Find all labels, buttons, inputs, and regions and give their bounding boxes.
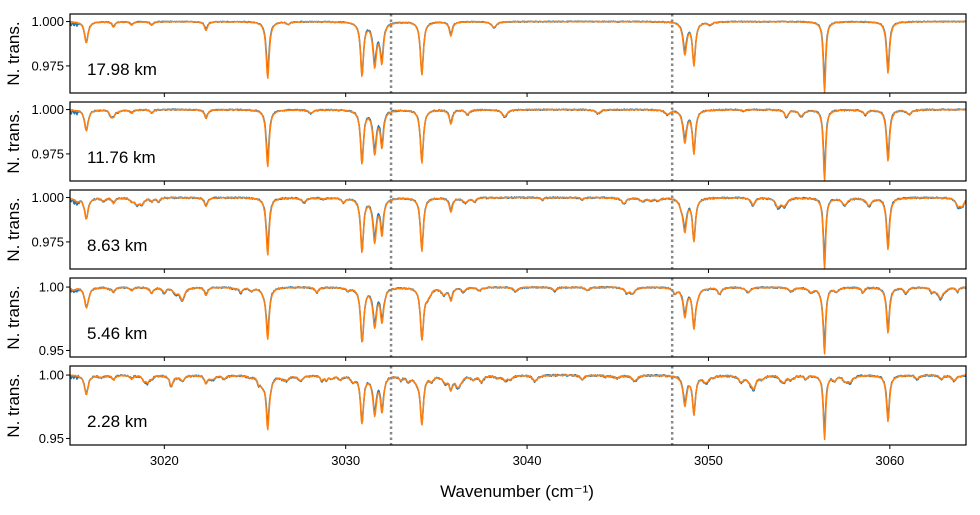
series-2-line bbox=[70, 108, 966, 181]
series-2-line bbox=[70, 286, 966, 355]
series-2-line bbox=[70, 374, 966, 441]
altitude-label: 5.46 km bbox=[87, 324, 147, 343]
series-1-line bbox=[70, 108, 966, 173]
y-axis-label: N. trans. bbox=[4, 285, 23, 349]
x-tick-label: 3020 bbox=[150, 453, 179, 468]
x-axis-label: Wavenumber (cm⁻¹) bbox=[440, 482, 594, 501]
y-tick-label: 1.000 bbox=[31, 102, 64, 117]
altitude-label: 11.76 km bbox=[87, 148, 156, 167]
x-tick-label: 3050 bbox=[694, 453, 723, 468]
series-1-line bbox=[70, 285, 966, 348]
spectra-lines bbox=[70, 190, 966, 269]
x-tick-label: 3060 bbox=[875, 453, 904, 468]
panel-4: 1.00 0.95 N. trans. 5.46 km bbox=[4, 277, 967, 361]
y-tick-label: 0.975 bbox=[31, 234, 64, 249]
panel-5: 1.00 0.95 N. trans. 2.28 km bbox=[4, 365, 967, 449]
y-axis-label: N. trans. bbox=[4, 21, 23, 85]
panels-group: 1.000 0.975 N. trans. 17.98 km 1.000 0.975 N. … bbox=[4, 13, 967, 468]
y-axis-label: N. trans. bbox=[4, 197, 23, 261]
series-1-line bbox=[70, 196, 966, 261]
series-2-line bbox=[70, 20, 966, 93]
y-tick-label: 1.000 bbox=[31, 190, 64, 205]
spectra-lines bbox=[70, 366, 966, 445]
y-tick-label: 1.000 bbox=[31, 14, 64, 29]
spectra-lines bbox=[70, 102, 966, 181]
spectra-lines bbox=[70, 278, 966, 357]
panel-1: 1.000 0.975 N. trans. 17.98 km bbox=[4, 13, 967, 97]
y-tick-label: 0.95 bbox=[39, 431, 64, 446]
panel-3: 1.000 0.975 N. trans. 8.63 km bbox=[4, 189, 967, 273]
series-1-line bbox=[70, 20, 966, 85]
series-1-line bbox=[70, 373, 966, 431]
altitude-label: 2.28 km bbox=[87, 412, 147, 431]
y-tick-label: 1.00 bbox=[39, 368, 64, 383]
y-axis-label: N. trans. bbox=[4, 109, 23, 173]
panel-frame bbox=[69, 13, 967, 94]
panel-frame bbox=[69, 101, 967, 182]
y-tick-label: 0.95 bbox=[39, 343, 64, 358]
panel-frame bbox=[69, 189, 967, 270]
y-axis-label: N. trans. bbox=[4, 373, 23, 437]
altitude-label: 17.98 km bbox=[87, 60, 157, 79]
y-tick-label: 0.975 bbox=[31, 146, 64, 161]
altitude-label: 8.63 km bbox=[87, 236, 147, 255]
x-tick-label: 3030 bbox=[331, 453, 360, 468]
panel-2: 1.000 0.975 N. trans. 11.76 km bbox=[4, 101, 967, 185]
spectra-lines bbox=[70, 14, 966, 93]
y-tick-label: 1.00 bbox=[39, 280, 64, 295]
series-2-line bbox=[70, 196, 966, 269]
y-tick-label: 0.975 bbox=[31, 58, 64, 73]
x-tick-label: 3040 bbox=[513, 453, 542, 468]
panel-frame bbox=[69, 365, 967, 446]
panel-frame bbox=[69, 277, 967, 358]
